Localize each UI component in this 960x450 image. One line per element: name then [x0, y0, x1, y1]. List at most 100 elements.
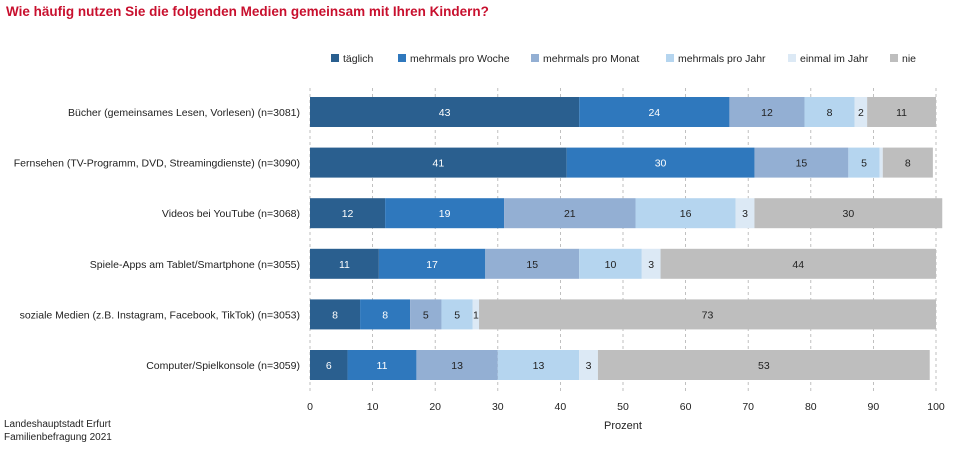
x-axis-ticks: 0 10 20 30 40 50 60 70 80 90 100 — [307, 401, 945, 413]
legend-swatch — [531, 54, 539, 62]
legend-swatch — [788, 54, 796, 62]
bar-segment — [310, 299, 361, 330]
data-label: 3 — [742, 208, 748, 220]
x-tick-label: 50 — [617, 401, 629, 413]
bar-segment — [310, 198, 386, 229]
data-label: 2 — [858, 107, 864, 119]
category-label: Computer/Spielkonsole (n=3059) — [146, 360, 300, 372]
data-label: 11 — [339, 259, 350, 271]
bar-segment — [504, 198, 636, 229]
bar-segment — [310, 350, 348, 380]
data-label: 8 — [827, 107, 833, 119]
bar-segment — [579, 248, 642, 279]
data-label: 19 — [439, 208, 451, 220]
category-label: Bücher (gemeinsames Lesen, Vorlesen) (n=… — [68, 107, 300, 119]
x-tick-label: 90 — [868, 401, 880, 413]
category-label: Fernsehen (TV-Programm, DVD, Streamingdi… — [14, 158, 300, 170]
category-label: soziale Medien (z.B. Instagram, Facebook… — [20, 309, 300, 321]
bar-segment — [635, 198, 736, 229]
bar-segment — [754, 147, 849, 178]
legend-label: mehrmals pro Jahr — [678, 53, 766, 65]
bar-segment — [347, 350, 417, 380]
x-tick-label: 40 — [555, 401, 567, 413]
legend-label: mehrmals pro Monat — [543, 53, 639, 65]
data-label: 21 — [564, 208, 576, 220]
bar-segment — [566, 147, 755, 178]
bar-segment — [310, 97, 580, 127]
data-label: 3 — [586, 360, 592, 372]
x-tick-label: 100 — [927, 401, 945, 413]
bar-segment — [378, 248, 486, 279]
category-label: Videos bei YouTube (n=3068) — [162, 208, 300, 220]
chart-title: Wie häufig nutzen Sie die folgenden Medi… — [6, 4, 489, 19]
data-label: 12 — [761, 107, 773, 119]
bar-segment — [479, 299, 936, 330]
category-label: Spiele-Apps am Tablet/Smartphone (n=3055… — [90, 259, 300, 271]
bar-segment — [441, 299, 473, 330]
data-label: 11 — [896, 107, 907, 119]
bar-segment — [410, 299, 442, 330]
data-label: 41 — [432, 158, 444, 170]
bar-segment — [310, 248, 379, 279]
data-label: 10 — [605, 259, 617, 271]
data-label: 5 — [861, 158, 867, 170]
x-tick-label: 60 — [680, 401, 692, 413]
legend-swatch — [890, 54, 898, 62]
bar-segment — [729, 97, 805, 127]
bar-segment — [579, 97, 730, 127]
legend-label: mehrmals pro Woche — [410, 53, 510, 65]
data-label: 24 — [648, 107, 660, 119]
x-tick-label: 70 — [742, 401, 754, 413]
source-line-2: Familienbefragung 2021 — [4, 432, 112, 443]
legend-swatch — [398, 54, 406, 62]
bar-segment — [385, 198, 505, 229]
source-line-1: Landeshauptstadt Erfurt — [4, 419, 111, 430]
bar-segment — [360, 299, 411, 330]
data-label: 13 — [533, 360, 545, 372]
source-note: Landeshauptstadt Erfurt Familienbefragun… — [4, 418, 112, 444]
data-label: 6 — [326, 360, 332, 372]
legend-swatch — [331, 54, 339, 62]
data-label: 8 — [332, 309, 338, 321]
bar-segment — [416, 350, 498, 380]
bar-segment — [485, 248, 580, 279]
bar-segment — [867, 97, 936, 127]
legend-label: einmal im Jahr — [800, 53, 869, 65]
data-label: 43 — [439, 107, 451, 119]
data-label: 13 — [451, 360, 463, 372]
bar-segment — [735, 198, 755, 229]
data-label: 73 — [702, 309, 714, 321]
data-label: 1 — [473, 309, 479, 321]
data-label: 8 — [382, 309, 388, 321]
bar-segment — [579, 350, 598, 380]
data-label: 16 — [680, 208, 692, 220]
data-label: 15 — [796, 158, 808, 170]
data-label: 53 — [758, 360, 770, 372]
legend-swatch — [666, 54, 674, 62]
bar-segment — [641, 248, 661, 279]
bar-segment — [660, 248, 936, 279]
grid-layer — [309, 88, 937, 392]
data-label: 5 — [423, 309, 429, 321]
legend: täglich mehrmals pro Woche mehrmals pro Mo… — [331, 53, 916, 65]
data-label: 3 — [648, 259, 654, 271]
bar-segment — [754, 198, 943, 229]
bar-segment — [497, 350, 580, 380]
data-label: 11 — [377, 360, 388, 372]
data-label: 8 — [905, 158, 911, 170]
x-tick-label: 30 — [492, 401, 504, 413]
x-axis-title: Prozent — [604, 420, 642, 432]
x-tick-label: 0 — [307, 401, 313, 413]
data-label: 12 — [342, 208, 354, 220]
legend-label: täglich — [343, 53, 374, 65]
bar-segment — [879, 147, 883, 178]
x-tick-label: 20 — [429, 401, 441, 413]
data-label: 15 — [526, 259, 538, 271]
category-labels: Bücher (gemeinsames Lesen, Vorlesen) (n=… — [14, 107, 300, 372]
bar-segment — [854, 97, 868, 127]
bar-segment — [310, 147, 567, 178]
bar-segment — [597, 350, 930, 380]
data-label: 5 — [454, 309, 460, 321]
